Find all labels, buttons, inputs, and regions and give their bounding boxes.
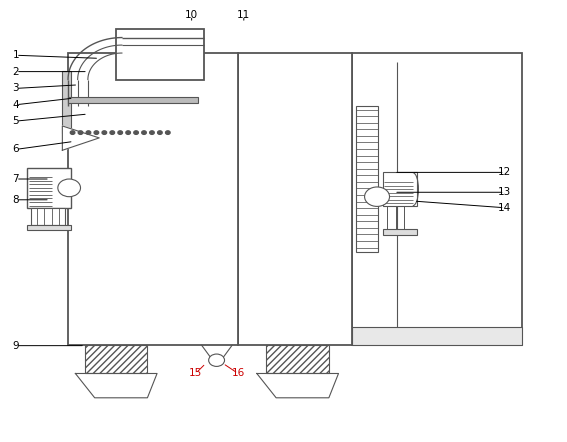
Circle shape — [150, 131, 154, 134]
Bar — [356, 106, 378, 252]
Text: 11: 11 — [237, 11, 251, 20]
Bar — [352, 53, 522, 345]
Circle shape — [158, 131, 162, 134]
Circle shape — [365, 187, 390, 206]
Text: 8: 8 — [12, 195, 19, 205]
Text: 1: 1 — [12, 50, 19, 60]
Polygon shape — [257, 373, 338, 398]
Text: 13: 13 — [498, 187, 511, 197]
Text: 10: 10 — [185, 11, 198, 20]
Circle shape — [166, 131, 170, 134]
Circle shape — [209, 354, 225, 366]
Circle shape — [94, 131, 99, 134]
Circle shape — [134, 131, 138, 134]
Bar — [27, 225, 71, 230]
Text: 16: 16 — [231, 369, 245, 378]
Circle shape — [126, 131, 130, 134]
Circle shape — [78, 131, 83, 134]
Bar — [238, 53, 352, 345]
Text: 3: 3 — [12, 84, 19, 93]
Text: 5: 5 — [12, 116, 19, 126]
Bar — [62, 71, 71, 133]
Circle shape — [58, 179, 81, 197]
Text: 9: 9 — [12, 341, 19, 351]
Text: 7: 7 — [12, 174, 19, 184]
Circle shape — [142, 131, 146, 134]
Bar — [116, 29, 204, 80]
Text: 2: 2 — [12, 67, 19, 76]
Text: 14: 14 — [498, 203, 511, 213]
Text: 12: 12 — [498, 168, 511, 177]
Polygon shape — [75, 373, 157, 398]
Text: 4: 4 — [12, 100, 19, 110]
Bar — [85, 345, 147, 373]
Bar — [266, 345, 329, 373]
Text: 6: 6 — [12, 145, 19, 154]
Bar — [68, 53, 238, 345]
Bar — [383, 229, 417, 235]
Bar — [27, 168, 71, 208]
Polygon shape — [62, 126, 99, 150]
Circle shape — [118, 131, 122, 134]
Bar — [383, 172, 417, 206]
Circle shape — [86, 131, 91, 134]
Bar — [68, 97, 198, 103]
Circle shape — [70, 131, 75, 134]
Text: 15: 15 — [189, 369, 202, 378]
Circle shape — [102, 131, 107, 134]
Bar — [352, 327, 522, 345]
Circle shape — [110, 131, 115, 134]
Bar — [31, 208, 65, 225]
